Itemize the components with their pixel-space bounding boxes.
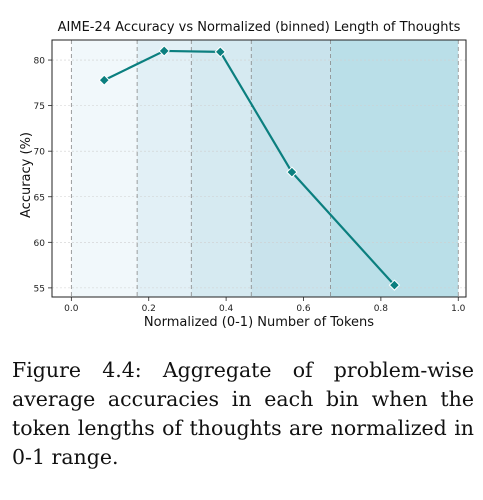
y-axis-ticks: 55 60 65 70 75 80 (34, 57, 52, 294)
bin-band (191, 40, 252, 297)
data-point-marker (388, 279, 401, 291)
series-group (98, 45, 401, 291)
x-axis-ticks: 0.0 0.2 0.4 0.6 0.8 1.0 (64, 297, 466, 314)
bin-band (330, 40, 459, 297)
y-tick-label: 55 (34, 284, 45, 294)
y-tick-label: 65 (34, 193, 45, 203)
data-point-marker (158, 45, 170, 57)
x-tick-label: 0.4 (219, 304, 234, 314)
chart-title: AIME-24 Accuracy vs Normalized (binned) … (58, 20, 461, 35)
x-tick-label: 1.0 (451, 304, 466, 314)
figure-caption: Figure 4.4: Aggregate of problem-wise av… (12, 358, 474, 469)
x-axis-label: Normalized (0-1) Number of Tokens (144, 315, 374, 330)
plot-frame (51, 39, 467, 298)
bin-bands (71, 40, 459, 297)
y-tick-label: 70 (34, 148, 46, 158)
data-point-marker (98, 74, 110, 86)
bin-band (137, 40, 192, 297)
x-tick-label: 0.2 (142, 304, 156, 314)
y-axis-label: Accuracy (%) (19, 132, 34, 218)
chart: AIME-24 Accuracy vs Normalized (binned) … (19, 20, 467, 330)
x-tick-label: 0.0 (64, 304, 79, 314)
y-tick-label: 80 (34, 57, 46, 67)
line-chart: AIME-24 Accuracy vs Normalized (binned) … (19, 20, 467, 330)
x-tick-label: 0.6 (296, 304, 311, 314)
bin-edge-lines (70, 40, 459, 297)
y-tick-label: 75 (34, 102, 45, 112)
y-tick-label: 60 (34, 239, 46, 249)
x-tick-label: 0.8 (374, 304, 389, 314)
data-point-marker (214, 46, 227, 58)
data-point-marker (286, 166, 298, 178)
